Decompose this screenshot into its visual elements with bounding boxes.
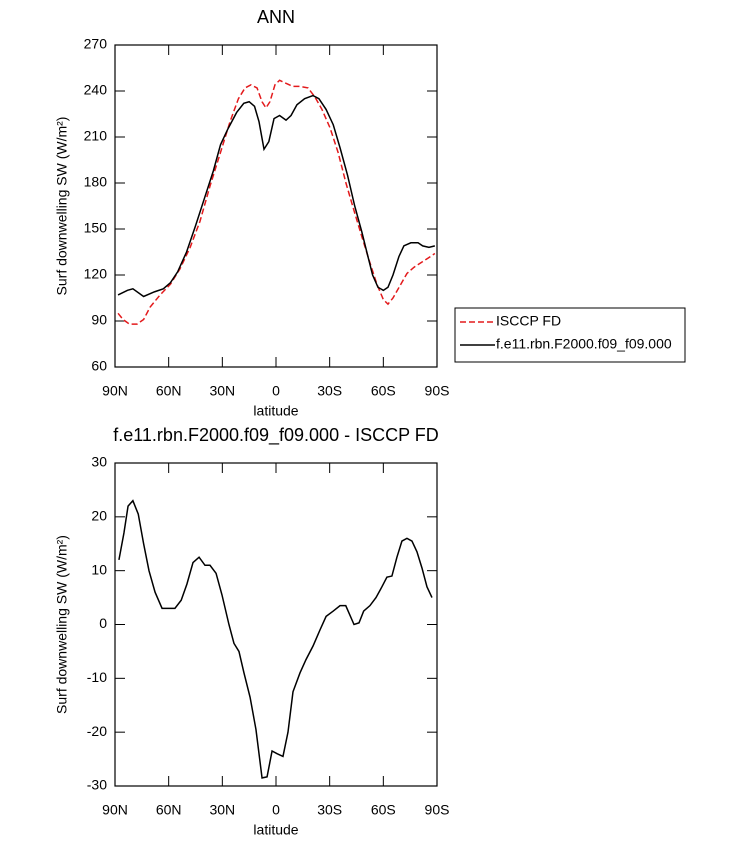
y-tick-label: 120: [84, 266, 108, 282]
x-tick-label: 30S: [317, 383, 342, 399]
x-tick-label: 30N: [209, 383, 235, 399]
x-tick-label: 60N: [156, 802, 182, 818]
x-tick-label: 90N: [102, 802, 128, 818]
y-tick-label: -20: [87, 723, 107, 739]
x-tick-label: 60N: [156, 383, 182, 399]
x-tick-label: 90S: [425, 802, 450, 818]
plot-frame: [114, 462, 438, 787]
y-axis-label: Surf downwelling SW (W/m²): [54, 117, 70, 296]
plot-frame: [114, 44, 438, 368]
y-tick-label: -30: [87, 777, 107, 793]
x-tick-label: 0: [272, 383, 280, 399]
y-axis-label: Surf downwelling SW (W/m²): [54, 535, 70, 714]
chart-title: f.e11.rbn.F2000.f09_f09.000 - ISCCP FD: [113, 425, 439, 446]
x-tick-label: 0: [272, 802, 280, 818]
y-tick-label: 0: [99, 615, 107, 631]
y-tick-label: 90: [91, 312, 107, 328]
x-tick-label: 30N: [209, 802, 235, 818]
x-axis-label: latitude: [253, 822, 298, 838]
y-tick-label: 10: [91, 561, 107, 577]
y-tick-label: 60: [91, 358, 107, 374]
y-tick-label: 20: [91, 508, 107, 524]
x-axis-label: latitude: [253, 403, 298, 419]
x-tick-label: 90S: [425, 383, 450, 399]
y-tick-label: 150: [84, 220, 108, 236]
y-tick-label: 240: [84, 82, 108, 98]
legend-label: f.e11.rbn.F2000.f09_f09.000: [496, 336, 672, 352]
y-tick-label: 270: [84, 36, 108, 52]
y-tick-label: 180: [84, 174, 108, 190]
chart-title: ANN: [257, 7, 295, 27]
x-tick-label: 30S: [317, 802, 342, 818]
x-tick-label: 90N: [102, 383, 128, 399]
legend-label: ISCCP FD: [496, 313, 561, 329]
y-tick-label: -10: [87, 669, 107, 685]
data-line: [117, 94, 436, 298]
y-tick-label: 30: [91, 454, 107, 470]
data-line: [118, 499, 433, 779]
x-tick-label: 60S: [371, 383, 396, 399]
legend-box: [454, 307, 686, 363]
x-tick-label: 60S: [371, 802, 396, 818]
y-tick-label: 210: [84, 128, 108, 144]
